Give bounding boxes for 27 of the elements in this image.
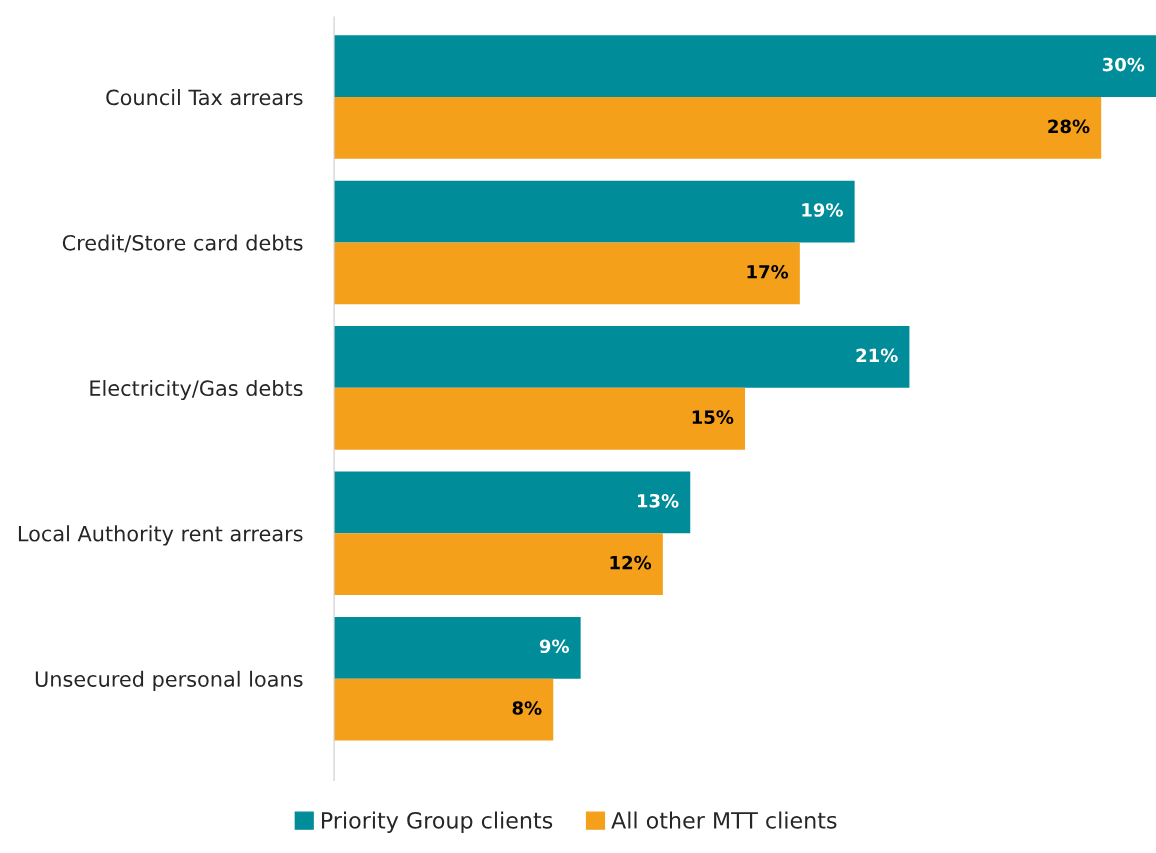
data-label: 21%: [856, 348, 898, 363]
bar: [334, 616, 581, 679]
data-label: 19%: [802, 203, 843, 217]
bar: [334, 180, 855, 243]
bar: [334, 35, 1156, 98]
data-label: 8%: [512, 701, 542, 715]
data-label: 15%: [692, 410, 734, 425]
y-tick-label: Council Tax arrears: [106, 89, 303, 106]
y-tick-label: Credit/Store card debts: [62, 234, 303, 253]
legend-label: Priority Group clients: [321, 811, 553, 833]
legend-label: All other MTT clients: [611, 811, 837, 829]
bar: [334, 387, 746, 450]
data-label: 12%: [610, 555, 652, 570]
data-label: 28%: [1048, 119, 1090, 134]
bar: [334, 326, 910, 388]
data-label: 9%: [539, 639, 569, 654]
data-label: 13%: [637, 493, 679, 508]
bar: [334, 533, 663, 596]
data-label: 30%: [1102, 57, 1145, 72]
bar: [334, 97, 1102, 159]
y-tick-label: Local Authority rent arrears: [18, 525, 303, 546]
data-label: 17%: [747, 264, 789, 279]
y-tick-label: Unsecured personal loans: [35, 670, 303, 691]
bar: [334, 678, 554, 741]
y-tick-label: Electricity/Gas debts: [90, 379, 303, 401]
bar: [334, 242, 800, 305]
bar: [334, 471, 691, 534]
